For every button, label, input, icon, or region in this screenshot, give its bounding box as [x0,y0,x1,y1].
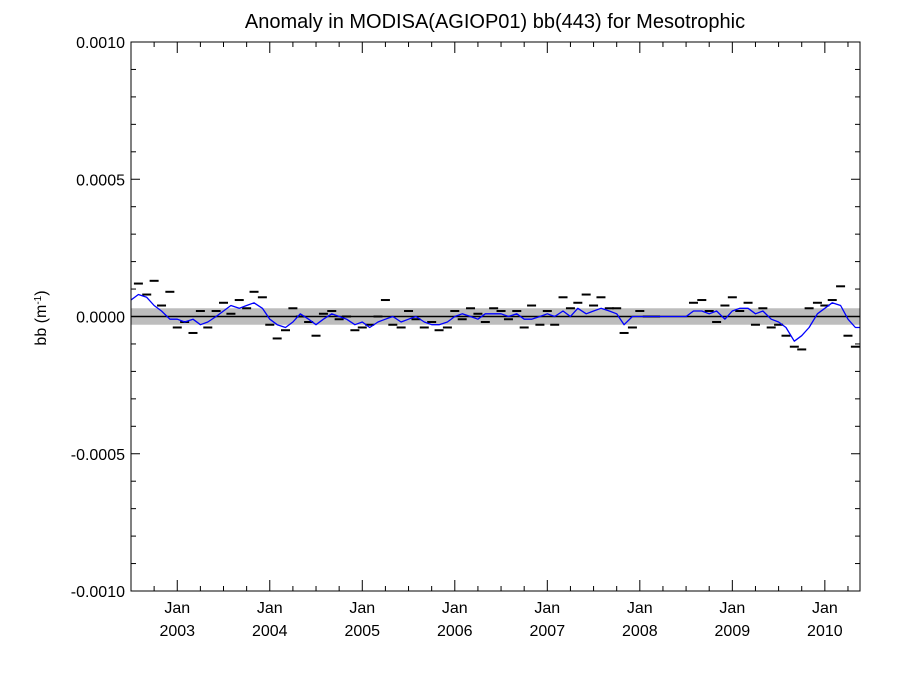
y-axis-label: bb (m-1) [33,290,51,345]
y-tick-label: 0.0010 [76,35,125,52]
x-tick-year-label: 2010 [807,623,843,640]
chart-title: Anomaly in MODISA(AGIOP01) bb(443) for M… [245,11,745,33]
y-axis-label-close: ) [33,290,50,295]
y-tick-label: -0.0010 [71,584,125,601]
x-tick-month-label: Jan [442,600,468,617]
x-tick-month-label: Jan [627,600,653,617]
x-axis: Jan 2003 Jan 2004 Jan 2005 Jan 2006 Jan 2007 Jan 20… [130,42,849,640]
x-tick-month-label: Jan [349,600,375,617]
y-axis-label-superscript: -1 [33,295,44,304]
x-tick-month-label: Jan [719,600,745,617]
x-tick-year-label: 2009 [715,623,751,640]
x-tick-month-label: Jan [812,600,838,617]
x-tick-year-label: 2003 [159,623,195,640]
y-tick-label: -0.0005 [71,447,125,464]
x-tick-year-label: 2006 [437,623,473,640]
anomaly-series-line [130,293,860,342]
x-tick-month-label: Jan [257,600,283,617]
x-tick-year-label: 2004 [252,623,288,640]
dash-markers-layer [133,279,860,351]
x-tick-month-label: Jan [534,600,560,617]
x-tick-year-label: 2007 [530,623,566,640]
anomaly-line-layer [130,293,860,342]
y-tick-label: 0.0000 [76,310,125,327]
x-tick-year-label: 2005 [344,623,380,640]
y-tick-label: 0.0005 [76,172,125,189]
y-axis: 0.0010 0.0005 0.0000 -0.0005 -0.0010 [71,35,860,601]
x-tick-year-label: 2008 [622,623,658,640]
x-tick-month-label: Jan [164,600,190,617]
y-axis-label-main: bb (m [33,305,50,346]
